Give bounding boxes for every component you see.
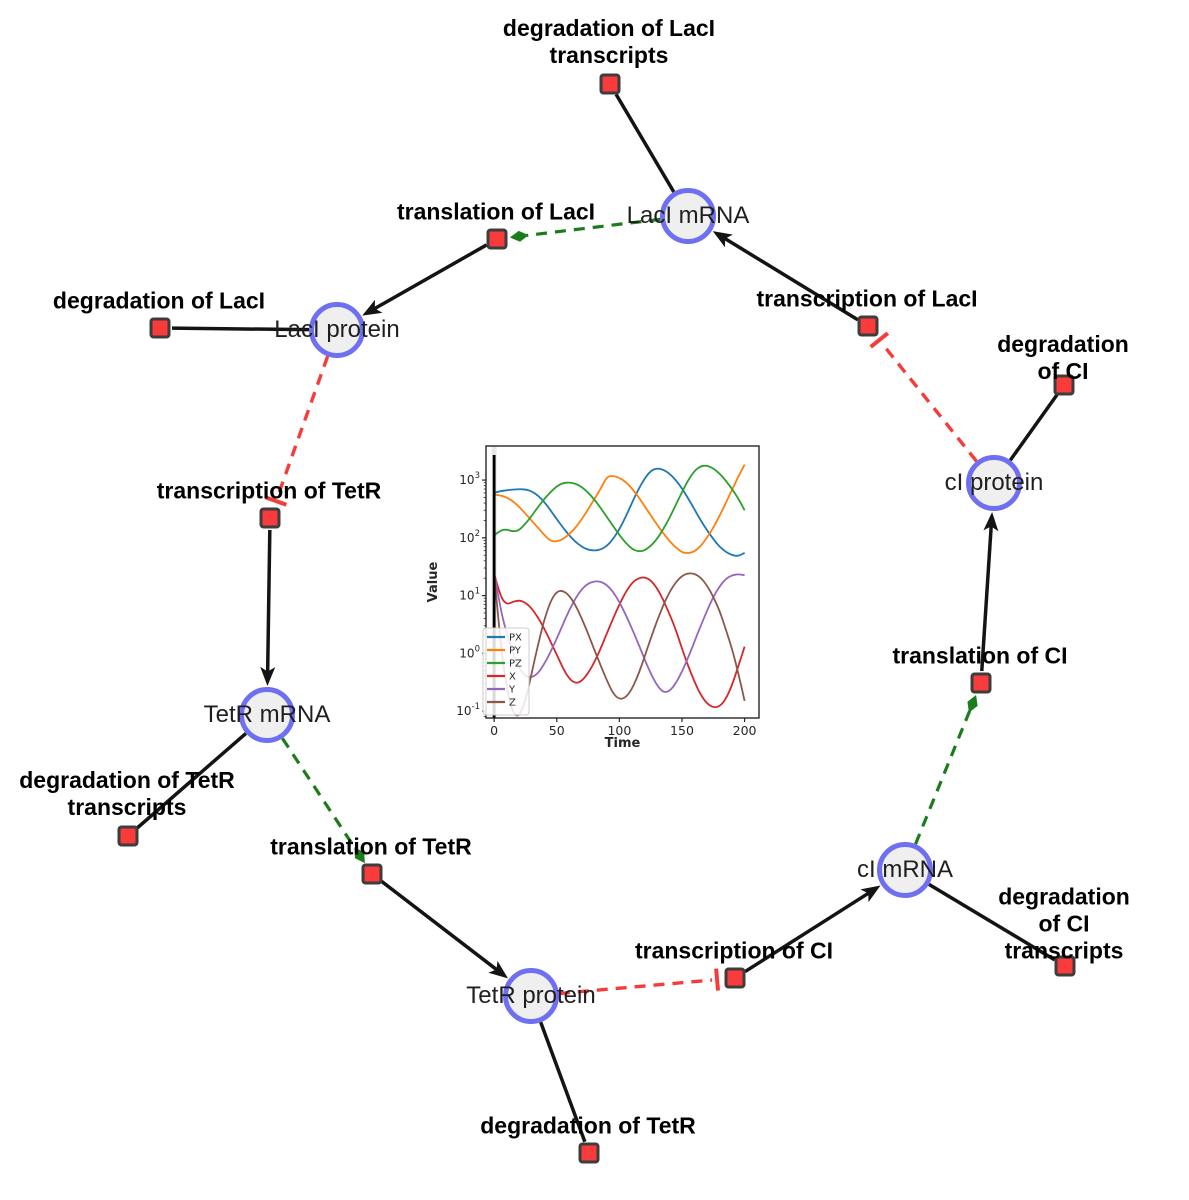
edge-s_laci_prot-r_tc_tetr-tbar xyxy=(265,495,288,507)
y-tick-label: 103 xyxy=(459,471,480,487)
y-axis-label: Value xyxy=(426,561,441,602)
y-tick-label: 10-1 xyxy=(456,702,480,718)
edge-s_tetr_mrna-r_tl_tetr xyxy=(281,737,357,850)
x-tick-label: 150 xyxy=(670,723,694,738)
edge-r_tc_tetr-s_tetr_mrna-arrowhead xyxy=(260,666,276,687)
x-tick-label: 100 xyxy=(607,723,631,738)
species-node-laci-protein[interactable] xyxy=(309,302,365,358)
x-tick-label: 200 xyxy=(733,723,757,738)
edge-r_tc_laci-s_laci_mrna-arrowhead xyxy=(712,231,733,248)
species-node-ci-mrna[interactable] xyxy=(877,842,933,898)
edge-r_tc_ci-s_ci_mrna xyxy=(744,891,870,974)
series-PY xyxy=(494,464,746,554)
series-Z xyxy=(493,572,746,717)
reaction-node-degradation-of-tetr-transcripts[interactable] xyxy=(117,825,139,847)
x-axis-label: Time xyxy=(605,736,641,751)
y-tick-label: 101 xyxy=(459,587,480,603)
edge-s_ci_prot-r_deg_ci xyxy=(1008,393,1059,462)
x-tick-label: 0 xyxy=(490,723,498,738)
edge-r_tc_ci-s_ci_mrna-arrowhead xyxy=(860,885,881,903)
edge-s_laci_mrna-r_tl_laci xyxy=(526,217,661,238)
series-Y xyxy=(493,572,745,693)
reaction-node-transcription-of-ci[interactable] xyxy=(724,967,746,989)
edge-r_tl_laci-s_laci_prot-arrowhead xyxy=(362,299,383,316)
edge-s_laci_prot-r_tc_tetr xyxy=(276,355,330,497)
inset-chart-frame xyxy=(485,445,760,719)
reaction-node-translation-of-laci[interactable] xyxy=(486,228,508,250)
reaction-node-degradation-of-ci[interactable] xyxy=(1053,374,1075,396)
edge-s_laci_mrna-r_tl_laci-arrowhead xyxy=(509,230,529,242)
edge-s_ci_prot-r_tc_laci xyxy=(881,342,978,463)
reaction-node-degradation-of-laci-transcripts[interactable] xyxy=(599,73,621,95)
edge-r_tl_ci-s_ci_prot xyxy=(980,525,993,672)
reaction-node-translation-of-tetr[interactable] xyxy=(361,863,383,885)
y-tick-label: 102 xyxy=(459,529,480,545)
edge-s_tetr_mrna-r_deg_tetr_tx xyxy=(135,732,248,830)
legend-label-X: X xyxy=(509,672,516,683)
legend-label-Z: Z xyxy=(509,698,516,709)
edge-s_tetr_prot-r_deg_tetr xyxy=(539,1021,587,1143)
series-PZ xyxy=(493,464,746,553)
reaction-node-transcription-of-tetr[interactable] xyxy=(259,507,281,529)
x-tick-label: 50 xyxy=(549,723,565,738)
species-node-laci-mrna[interactable] xyxy=(660,188,716,244)
edge-s_tetr_mrna-r_tl_tetr-arrowhead xyxy=(354,847,365,864)
edge-s_tetr_prot-r_tc_ci-tbar xyxy=(714,968,721,991)
reaction-node-transcription-of-laci[interactable] xyxy=(857,315,879,337)
edge-s_tetr_prot-r_tc_ci xyxy=(558,978,713,996)
edge-r_tc_laci-s_laci_mrna xyxy=(723,236,859,322)
edge-r_tl_tetr-s_tetr_prot-arrowhead xyxy=(488,960,508,979)
reaction-node-translation-of-ci[interactable] xyxy=(970,672,992,694)
edge-r_tl_tetr-s_tetr_prot xyxy=(380,879,498,972)
inset-chart: 0 50 100 150 200 10-1 100 101 102 103 Time Value PX P… xyxy=(426,445,760,751)
edge-r_tl_laci-s_laci_prot xyxy=(373,243,488,311)
legend-label-Y: Y xyxy=(508,685,516,696)
edge-r_tl_ci-s_ci_prot-arrowhead xyxy=(983,511,999,532)
series-PX xyxy=(493,467,746,557)
species-node-tetr-mrna[interactable] xyxy=(239,687,295,743)
reaction-node-degradation-of-laci[interactable] xyxy=(149,317,171,339)
edge-s_ci_mrna-r_tl_ci-arrowhead xyxy=(967,695,978,713)
reaction-node-degradation-of-ci-transcripts[interactable] xyxy=(1054,955,1076,977)
legend-label-PY: PY xyxy=(509,646,522,657)
edge-s_laci_mrna-r_deg_laci_tx xyxy=(614,93,676,193)
edge-s_laci_prot-r_deg_laci xyxy=(171,326,310,332)
edge-s_ci_mrna-r_tl_ci xyxy=(914,710,972,845)
edge-s_ci_mrna-r_deg_ci_tx xyxy=(928,882,1056,962)
species-node-ci-protein[interactable] xyxy=(966,455,1022,511)
species-node-tetr-protein[interactable] xyxy=(503,968,559,1024)
y-tick-label: 100 xyxy=(459,644,480,660)
edge-layer xyxy=(135,93,1059,1143)
reaction-node-degradation-of-tetr[interactable] xyxy=(578,1142,600,1164)
legend-label-PX: PX xyxy=(509,633,522,644)
legend-label-PZ: PZ xyxy=(509,659,522,670)
edge-r_tc_tetr-s_tetr_mrna xyxy=(265,529,272,673)
edge-s_ci_prot-r_tc_laci-tbar xyxy=(869,331,890,349)
